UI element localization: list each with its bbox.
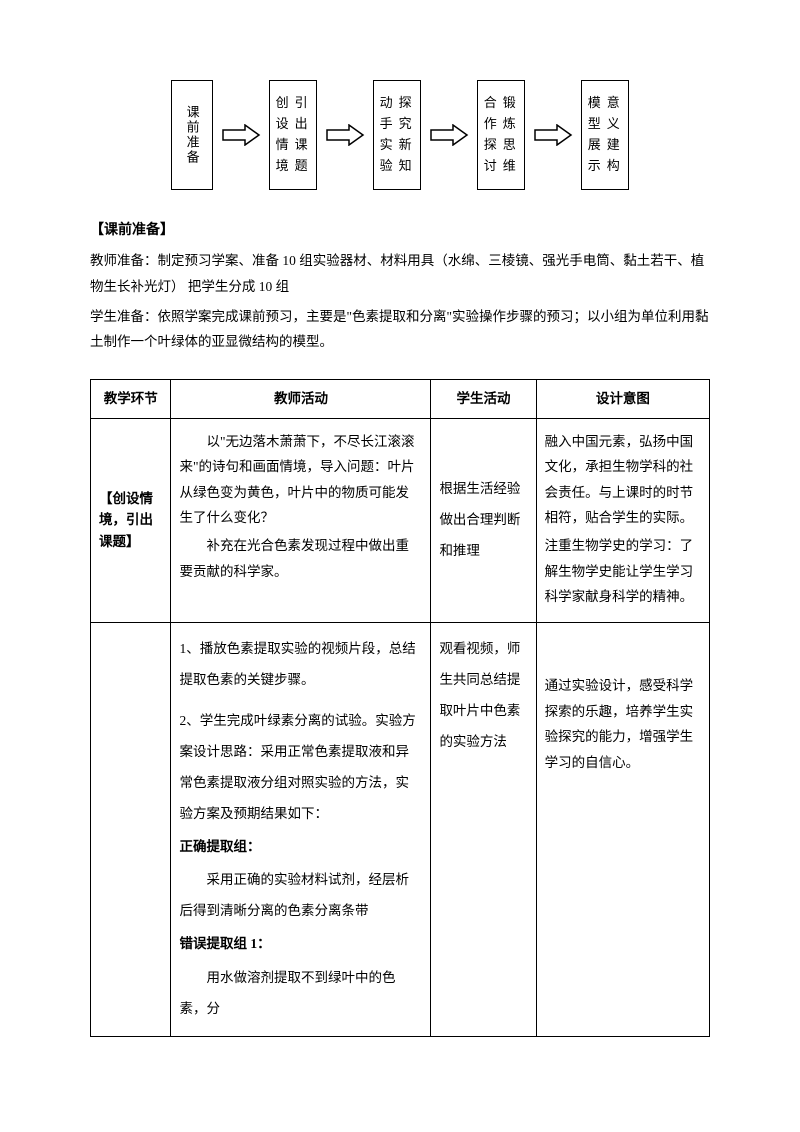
student-2-p1: 观看视频，师生共同总结提取叶片中色素的实验方法 (439, 633, 527, 757)
cell-intent-2: 通过实验设计，感受科学探索的乐趣，培养学生实验探究的能力，增强学生学习的自信心。 (536, 623, 709, 1037)
cell-stage-1: 【创设情境，引出课题】 (91, 418, 171, 622)
teacher-2-h2: 错误提取组 1： (179, 928, 422, 959)
student-1: 根据生活经验做出合理判断和推理 (439, 473, 527, 566)
flow-diagram: 课前准备 创设情境 引出课题 动手实验 探究新知 合作探讨 锻炼思维 模型展示 … (90, 80, 710, 190)
flow-box-5: 模型展示 意义建构 (581, 80, 629, 190)
lesson-table: 教学环节 教师活动 学生活动 设计意图 【创设情境，引出课题】 以"无边落木萧萧… (90, 379, 710, 1037)
intent-2: 通过实验设计，感受科学探索的乐趣，培养学生实验探究的能力，增强学生学习的自信心。 (545, 673, 701, 776)
arrow-icon (325, 124, 365, 146)
flow-box-2: 创设情境 引出课题 (269, 80, 317, 190)
student-prep-text: 依照学案完成课前预习，主要是"色素提取和分离"实验操作步骤的预习；以小组为单位利… (90, 309, 709, 350)
cell-intent-1: 融入中国元素，弘扬中国文化，承担生物学科的社会责任。与上课时的时节相符，贴合学生… (536, 418, 709, 622)
arrow-icon (533, 124, 573, 146)
arrow-icon (429, 124, 469, 146)
teacher-1-p1: 以"无边落木萧萧下，不尽长江滚滚来"的诗句和画面情境，导入问题：叶片从绿色变为黄… (179, 429, 422, 532)
cell-stage-2 (91, 623, 171, 1037)
cell-student-1: 根据生活经验做出合理判断和推理 (431, 418, 536, 622)
teacher-2-p1: 1、播放色素提取实验的视频片段，总结提取色素的关键步骤。 (179, 633, 422, 695)
flow-box-3: 动手实验 探究新知 (373, 80, 421, 190)
teacher-2-p3: 采用正确的实验材料试剂，经层析后得到清晰分离的色素分离条带 (179, 864, 422, 926)
table-row: 【创设情境，引出课题】 以"无边落木萧萧下，不尽长江滚滚来"的诗句和画面情境，导… (91, 418, 710, 622)
stage-1-label: 【创设情境，引出课题】 (99, 491, 153, 549)
prep-title: 【课前准备】 (90, 220, 710, 242)
teacher-prep: 教师准备：制定预习学案、准备 10 组实验器材、材料用具（水绵、三棱镜、强光手电… (90, 248, 710, 299)
teacher-prep-label: 教师准备： (90, 253, 158, 268)
student-prep-label: 学生准备： (90, 309, 158, 324)
student-prep: 学生准备：依照学案完成课前预习，主要是"色素提取和分离"实验操作步骤的预习；以小… (90, 304, 710, 355)
teacher-2-p4: 用水做溶剂提取不到绿叶中的色素，分 (179, 962, 422, 1024)
cell-teacher-1: 以"无边落木萧萧下，不尽长江滚滚来"的诗句和画面情境，导入问题：叶片从绿色变为黄… (171, 418, 431, 622)
intent-1-p2: 注重生物学史的学习：了解生物学史能让学生学习科学家献身科学的精神。 (545, 533, 701, 610)
cell-teacher-2: 1、播放色素提取实验的视频片段，总结提取色素的关键步骤。 2、学生完成叶绿素分离… (171, 623, 431, 1037)
header-intent: 设计意图 (536, 379, 709, 418)
teacher-prep-text: 制定预习学案、准备 10 组实验器材、材料用具（水绵、三棱镜、强光手电筒、黏土若… (90, 253, 704, 294)
prep-section: 【课前准备】 教师准备：制定预习学案、准备 10 组实验器材、材料用具（水绵、三… (90, 220, 710, 355)
table-header-row: 教学环节 教师活动 学生活动 设计意图 (91, 379, 710, 418)
intent-1-p1: 融入中国元素，弘扬中国文化，承担生物学科的社会责任。与上课时的时节相符，贴合学生… (545, 429, 701, 532)
header-student: 学生活动 (431, 379, 536, 418)
teacher-1-p2: 补充在光合色素发现过程中做出重要贡献的科学家。 (179, 533, 422, 584)
cell-student-2: 观看视频，师生共同总结提取叶片中色素的实验方法 (431, 623, 536, 1037)
table-row: 1、播放色素提取实验的视频片段，总结提取色素的关键步骤。 2、学生完成叶绿素分离… (91, 623, 710, 1037)
flow-box-4: 合作探讨 锻炼思维 (477, 80, 525, 190)
flow-box-1: 课前准备 (171, 80, 212, 190)
arrow-icon (221, 124, 261, 146)
header-teacher: 教师活动 (171, 379, 431, 418)
teacher-2-h1: 正确提取组： (179, 831, 422, 862)
teacher-2-p2: 2、学生完成叶绿素分离的试验。实验方案设计思路：采用正常色素提取液和异常色素提取… (179, 705, 422, 829)
flow-box-1-text: 课前准备 (180, 105, 203, 165)
header-stage: 教学环节 (91, 379, 171, 418)
